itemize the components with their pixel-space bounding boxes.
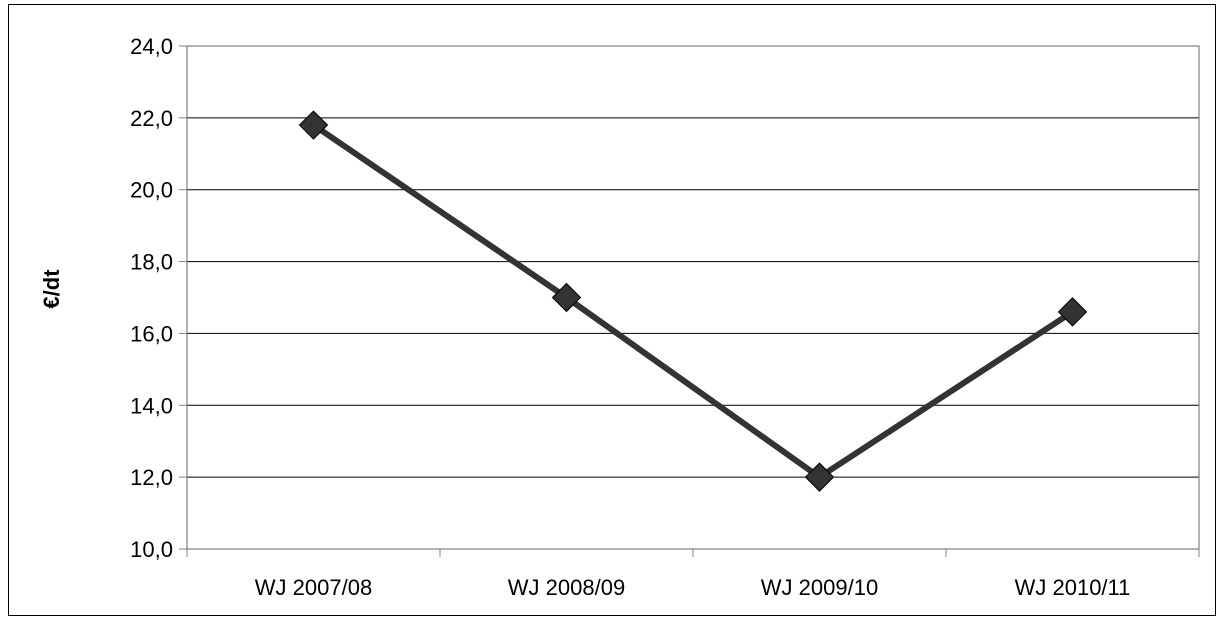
data-point-marker — [804, 462, 835, 492]
x-tick-label: WJ 2009/10 — [761, 575, 878, 600]
y-tick-label: 16,0 — [130, 321, 173, 346]
x-tick-label: WJ 2008/09 — [508, 575, 625, 600]
plot-area-border — [186, 45, 1200, 550]
y-tick-label: 10,0 — [130, 537, 173, 562]
x-tick-label: WJ 2010/11 — [1015, 575, 1131, 600]
y-tick-label: 20,0 — [130, 178, 173, 203]
data-point-marker — [298, 110, 329, 140]
chart-frame: 10,0 12,0 14,0 16,0 18,0 20,0 22,0 24,0 WJ 2007/… — [8, 4, 1216, 616]
y-tick-label: 22,0 — [130, 106, 173, 131]
y-tick-label: 12,0 — [130, 465, 173, 490]
data-point-marker — [1057, 297, 1088, 327]
series-line — [311, 122, 1075, 481]
y-axis-title: €/dt — [39, 269, 64, 309]
y-tick-label: 18,0 — [130, 250, 173, 275]
data-point-marker — [551, 282, 582, 313]
line-chart: 10,0 12,0 14,0 16,0 18,0 20,0 22,0 24,0 WJ 2007/… — [39, 34, 1200, 600]
x-tick-label: WJ 2007/08 — [255, 575, 372, 600]
y-tick-label: 24,0 — [130, 34, 173, 59]
y-tick-label: 14,0 — [130, 393, 173, 418]
